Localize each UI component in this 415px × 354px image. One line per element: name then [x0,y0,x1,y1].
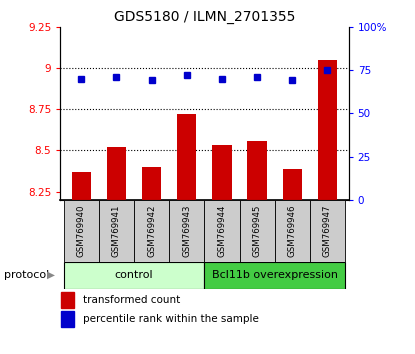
Bar [61,312,74,327]
Text: GSM769944: GSM769944 [217,205,227,257]
Bar [212,145,232,200]
Bar [61,292,74,308]
Text: control: control [115,270,154,280]
Text: transformed count: transformed count [83,295,180,305]
FancyBboxPatch shape [204,262,345,289]
FancyBboxPatch shape [239,200,275,262]
Bar [247,141,267,200]
Text: ▶: ▶ [47,270,55,280]
Text: GSM769942: GSM769942 [147,205,156,257]
FancyBboxPatch shape [134,200,169,262]
FancyBboxPatch shape [310,200,345,262]
Bar [283,169,302,200]
FancyBboxPatch shape [99,200,134,262]
Text: GSM769943: GSM769943 [182,205,191,257]
Title: GDS5180 / ILMN_2701355: GDS5180 / ILMN_2701355 [114,10,295,24]
Text: Bcl11b overexpression: Bcl11b overexpression [212,270,338,280]
Bar [142,167,161,200]
FancyBboxPatch shape [204,200,239,262]
Bar [72,172,91,200]
Bar [177,114,196,200]
Text: GSM769946: GSM769946 [288,205,297,257]
Text: protocol: protocol [4,270,49,280]
Text: percentile rank within the sample: percentile rank within the sample [83,314,259,324]
Text: GSM769941: GSM769941 [112,205,121,257]
Text: GSM769940: GSM769940 [77,205,86,257]
Bar [318,59,337,200]
Text: GSM769947: GSM769947 [323,205,332,257]
FancyBboxPatch shape [63,262,204,289]
FancyBboxPatch shape [169,200,204,262]
FancyBboxPatch shape [63,200,99,262]
Text: GSM769945: GSM769945 [253,205,261,257]
Bar [107,147,126,200]
FancyBboxPatch shape [275,200,310,262]
